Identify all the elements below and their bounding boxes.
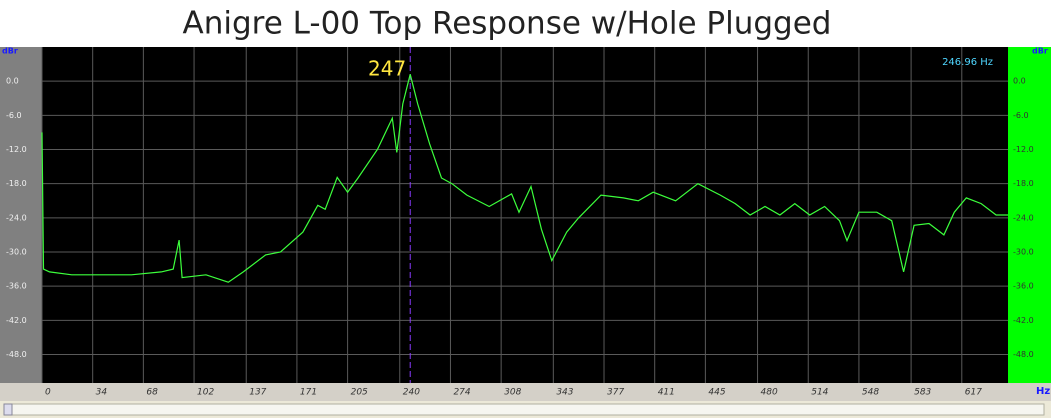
y-tick-label-right: -18.0 bbox=[1013, 179, 1034, 188]
y-tick-label-right: -42.0 bbox=[1013, 316, 1034, 325]
y-unit: dBr bbox=[2, 47, 18, 56]
marker-label: 247 bbox=[368, 57, 406, 81]
y-tick-label-right: -6.0 bbox=[1013, 111, 1029, 120]
left-panel bbox=[0, 47, 42, 383]
y-tick-label: -36.0 bbox=[6, 282, 27, 291]
x-tick-label: 308 bbox=[504, 388, 521, 398]
y-tick-label: -24.0 bbox=[6, 213, 27, 222]
x-tick-label: 514 bbox=[811, 388, 828, 398]
x-tick-label: 68 bbox=[146, 388, 158, 398]
x-tick-label: 480 bbox=[761, 388, 778, 398]
x-tick-label: 205 bbox=[351, 388, 368, 398]
x-tick-label: 343 bbox=[556, 388, 573, 398]
chart-title: Anigre L-00 Top Response w/Hole Plugged bbox=[183, 6, 832, 42]
y-tick-label-right: -30.0 bbox=[1013, 248, 1034, 257]
y-tick-label: -42.0 bbox=[6, 316, 27, 325]
right-panel bbox=[1008, 47, 1051, 383]
y-tick-label: -18.0 bbox=[6, 179, 27, 188]
scroll-track[interactable] bbox=[3, 403, 1045, 416]
y-tick-label-right: 0.0 bbox=[1013, 77, 1026, 86]
y-tick-label-right: -12.0 bbox=[1013, 145, 1034, 154]
y-tick-label: -48.0 bbox=[6, 350, 27, 359]
x-axis-strip bbox=[0, 383, 1051, 401]
x-tick-label: 137 bbox=[249, 388, 266, 398]
y-tick-label: -6.0 bbox=[6, 111, 22, 120]
x-tick-label: 411 bbox=[658, 388, 675, 398]
x-tick-label: 274 bbox=[453, 388, 470, 398]
x-tick-label: 377 bbox=[607, 388, 624, 398]
x-unit: Hz bbox=[1036, 386, 1050, 397]
y-unit-right: dBr bbox=[1032, 47, 1048, 56]
x-tick-label: 445 bbox=[708, 388, 725, 398]
x-tick-label: 583 bbox=[914, 388, 931, 398]
readout: 246.96 Hz bbox=[942, 57, 993, 68]
y-tick-label: -30.0 bbox=[6, 248, 27, 257]
x-tick-label: 0 bbox=[45, 388, 51, 398]
x-tick-label: 240 bbox=[403, 388, 420, 398]
x-tick-label: 102 bbox=[197, 388, 214, 398]
y-tick-label: 0.0 bbox=[6, 77, 19, 86]
x-tick-label: 548 bbox=[862, 388, 879, 398]
x-tick-label: 34 bbox=[96, 388, 108, 398]
y-tick-label-right: -24.0 bbox=[1013, 213, 1034, 222]
x-tick-label: 171 bbox=[300, 388, 317, 398]
x-tick-label: 617 bbox=[965, 388, 982, 398]
y-tick-label-right: -48.0 bbox=[1013, 350, 1034, 359]
y-tick-label: -12.0 bbox=[6, 145, 27, 154]
response-line bbox=[41, 74, 1008, 283]
plot-area bbox=[42, 47, 1008, 383]
scroll-thumb[interactable] bbox=[3, 403, 13, 416]
y-tick-label-right: -36.0 bbox=[1013, 282, 1034, 291]
